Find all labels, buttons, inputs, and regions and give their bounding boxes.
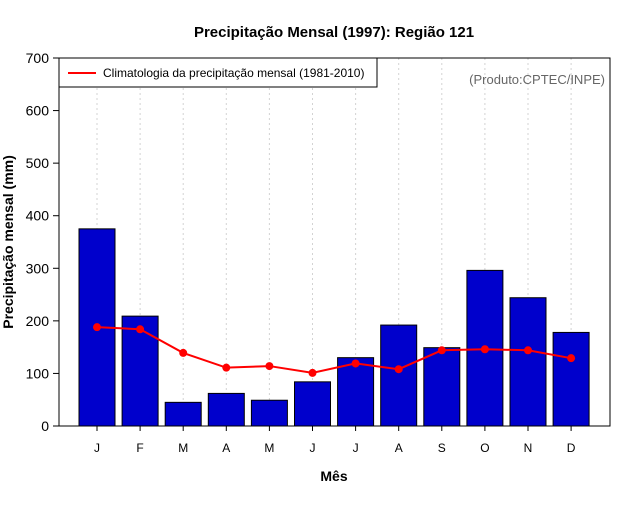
- x-tick-label: D: [567, 441, 576, 455]
- y-axis-label: Precipitação mensal (mm): [0, 155, 16, 329]
- credit-annotation: (Produto:CPTEC/INPE): [469, 72, 605, 87]
- x-axis-label: Mês: [320, 468, 347, 484]
- y-tick-label: 700: [26, 50, 50, 66]
- climatology-point: [437, 346, 446, 355]
- legend-label: Climatologia da precipitação mensal (198…: [103, 66, 364, 80]
- climatology-point: [179, 348, 188, 357]
- x-tick-label: J: [94, 441, 100, 455]
- climatology-point: [567, 354, 576, 363]
- climatology-point: [93, 323, 101, 332]
- climatology-line: [96, 326, 572, 374]
- climatology-point: [136, 325, 145, 334]
- y-tick-label: 500: [26, 155, 50, 171]
- climatology-point: [265, 362, 274, 371]
- bar: [164, 401, 202, 427]
- climatology-point: [524, 346, 532, 355]
- x-tick-label: M: [178, 441, 188, 455]
- x-tick-label: N: [524, 441, 533, 455]
- bar: [552, 331, 590, 427]
- x-tick-label: J: [353, 441, 359, 455]
- chart-title: Precipitação Mensal (1997): Região 121: [194, 24, 474, 41]
- climatology-point: [480, 345, 489, 354]
- climatology-point: [222, 363, 231, 372]
- y-tick-label: 200: [26, 313, 50, 329]
- bar: [423, 347, 461, 427]
- y-tick-label: 100: [26, 365, 50, 381]
- bar: [337, 357, 375, 427]
- bar: [509, 297, 547, 427]
- x-tick-label: M: [264, 441, 274, 455]
- climatology-point: [351, 359, 360, 368]
- x-tick-label: A: [395, 441, 403, 455]
- climatology-point: [308, 368, 317, 377]
- x-tick-label: F: [136, 441, 143, 455]
- y-tick-label: 300: [26, 260, 50, 276]
- x-tick-label: S: [438, 441, 446, 455]
- bar: [207, 392, 245, 427]
- y-tick-label: 400: [26, 208, 50, 224]
- x-tick-label: J: [310, 441, 316, 455]
- climatology-point: [394, 365, 403, 374]
- x-tick-label: O: [480, 441, 489, 455]
- bar: [250, 399, 288, 427]
- bar: [380, 324, 418, 427]
- x-tick-label: A: [222, 441, 230, 455]
- plot-area: 0 100 200 300 400 500 600 700 J F M A M J J A S O N D Climat…: [26, 50, 611, 455]
- y-tick-label: 0: [41, 418, 49, 434]
- legend-box: [58, 57, 378, 88]
- bar: [294, 381, 331, 427]
- y-tick-label: 600: [26, 103, 50, 119]
